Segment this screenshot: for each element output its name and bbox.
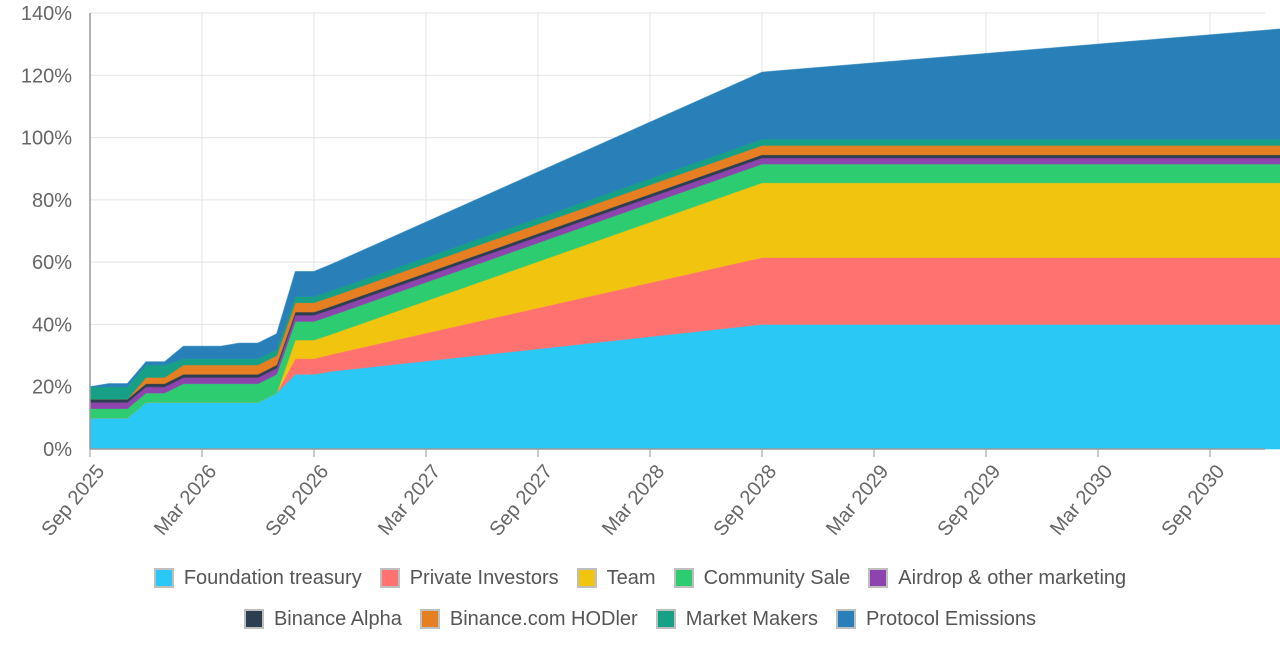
legend-label: Team (606, 567, 656, 589)
legend-label: Binance Alpha (273, 608, 402, 630)
legend-item-foundation-treasury[interactable]: Foundation treasury (153, 566, 362, 590)
x-tick-label: Mar 2029 (822, 461, 893, 540)
legend-item-market-makers[interactable]: Market Makers (655, 607, 818, 631)
y-tick-label: 0% (43, 439, 72, 461)
legend-item-binance-com-hodler[interactable]: Binance.com HODler (419, 607, 638, 631)
legend-label: Community Sale (703, 567, 851, 589)
x-tick-label: Sep 2027 (485, 461, 557, 541)
y-tick-label: 20% (32, 377, 72, 399)
legend-swatch (835, 609, 856, 629)
x-tick-label: Mar 2026 (150, 461, 221, 540)
x-tick-label: Sep 2025 (37, 461, 109, 541)
legend-label: Binance.com HODler (449, 608, 638, 630)
y-tick-label: 40% (32, 314, 72, 336)
legend-row-1: Foundation treasury Private Investors Team… (0, 566, 1280, 590)
legend-swatch (655, 609, 676, 629)
x-tick-label: Mar 2027 (374, 461, 445, 540)
area-protocol-emissions (89, 28, 1280, 388)
legend-item-protocol-emissions[interactable]: Protocol Emissions (835, 607, 1037, 631)
stacked-area-chart: 0% 20% 40% 60% 80% 100% 120% 140% Sep 2025 Mar 20… (21, 3, 1280, 541)
x-tick-label: Mar 2028 (598, 461, 669, 540)
x-tick-label: Sep 2030 (1157, 461, 1229, 541)
legend-swatch (379, 568, 400, 588)
legend-label: Foundation treasury (183, 567, 362, 589)
y-tick-label: 100% (21, 128, 72, 150)
legend-item-binance-alpha[interactable]: Binance Alpha (243, 607, 402, 631)
legend-swatch (419, 609, 440, 629)
x-tick-label: Mar 2030 (1046, 461, 1117, 540)
y-tick-label: 140% (21, 3, 72, 25)
legend-item-team[interactable]: Team (576, 566, 656, 590)
legend-item-airdrop-other-marketing[interactable]: Airdrop & other marketing (868, 566, 1126, 590)
legend-swatch (868, 568, 889, 588)
legend-label: Airdrop & other marketing (898, 567, 1127, 589)
x-tick-label: Sep 2028 (709, 461, 781, 541)
legend-swatch (153, 568, 174, 588)
legend-item-community-sale[interactable]: Community Sale (673, 566, 851, 590)
legend-label: Private Investors (409, 567, 559, 589)
legend-swatch (243, 609, 264, 629)
legend-label: Market Makers (685, 608, 818, 630)
legend-row-2: Binance Alpha Binance.com HODler Market Ma… (0, 607, 1280, 631)
legend-swatch (673, 568, 694, 588)
area-series (89, 28, 1280, 450)
legend-swatch (576, 568, 597, 588)
y-tick-label: 80% (32, 190, 72, 212)
legend-item-private-investors[interactable]: Private Investors (379, 566, 559, 590)
x-tick-label: Sep 2029 (933, 461, 1005, 541)
y-tick-label: 60% (32, 252, 72, 274)
legend-label: Protocol Emissions (865, 608, 1037, 630)
y-tick-label: 120% (21, 65, 72, 87)
x-tick-label: Sep 2026 (261, 461, 333, 541)
